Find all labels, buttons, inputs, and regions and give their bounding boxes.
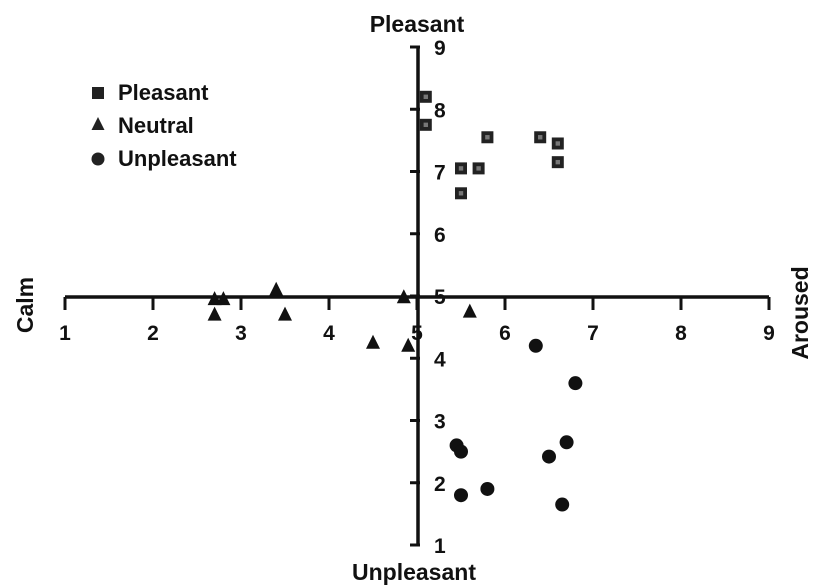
x-tick-label: 7 bbox=[587, 322, 599, 345]
pleasant-point-dot bbox=[555, 159, 560, 165]
x-tick-label: 1 bbox=[59, 322, 71, 345]
x-tick-label: 9 bbox=[763, 322, 775, 345]
pleasant-point-dot bbox=[423, 122, 428, 128]
x-ticks: 1 2 3 4 5 6 7 8 9 bbox=[59, 297, 775, 345]
x-tick-label: 6 bbox=[499, 322, 511, 345]
neutral-point bbox=[207, 306, 222, 321]
neutral-point bbox=[366, 334, 380, 349]
x-axis-title-right: Aroused bbox=[787, 266, 813, 359]
y-tick-label: 2 bbox=[434, 473, 446, 496]
legend-label-pleasant: Pleasant bbox=[118, 80, 209, 105]
unpleasant-point bbox=[454, 444, 468, 459]
legend-square-marker bbox=[92, 87, 104, 99]
unpleasant-point bbox=[528, 338, 543, 353]
legend-item-neutral: Neutral bbox=[91, 113, 194, 138]
pleasant-point-dot bbox=[476, 166, 481, 171]
x-axis-title-left: Calm bbox=[12, 277, 38, 333]
x-tick-label: 5 bbox=[411, 322, 423, 345]
neutral-point bbox=[396, 289, 411, 304]
y-tick-label: 9 bbox=[434, 37, 446, 60]
pleasant-point-dot bbox=[555, 141, 560, 146]
y-tick-label: 6 bbox=[434, 224, 446, 247]
data-points bbox=[207, 90, 583, 512]
unpleasant-point bbox=[454, 488, 468, 503]
unpleasant-point bbox=[542, 449, 556, 464]
neutral-point bbox=[269, 281, 284, 296]
pleasant-point-dot bbox=[423, 94, 428, 99]
pleasant-point-dot bbox=[458, 166, 464, 171]
unpleasant-point bbox=[559, 435, 574, 450]
legend-label-neutral: Neutral bbox=[118, 113, 194, 138]
pleasant-point-dot bbox=[485, 135, 490, 140]
unpleasant-point bbox=[555, 497, 570, 512]
legend-item-pleasant: Pleasant bbox=[92, 80, 209, 105]
y-tick-label: 7 bbox=[434, 162, 446, 185]
y-tick-label: 3 bbox=[434, 411, 446, 434]
series-neutral bbox=[207, 281, 477, 352]
legend-circle-marker bbox=[91, 152, 105, 166]
neutral-point bbox=[207, 291, 222, 306]
unpleasant-point bbox=[480, 481, 495, 496]
neutral-point bbox=[462, 303, 477, 318]
y-tick-label: 5 bbox=[434, 286, 446, 309]
unpleasant-point bbox=[568, 376, 583, 391]
neutral-point bbox=[401, 337, 416, 352]
pleasant-point-dot bbox=[458, 191, 464, 196]
x-tick-label: 8 bbox=[675, 322, 687, 345]
legend-triangle-marker bbox=[91, 117, 105, 130]
legend: Pleasant Neutral Unpleasant bbox=[91, 80, 237, 171]
series-unpleasant bbox=[449, 338, 583, 512]
legend-item-unpleasant: Unpleasant bbox=[91, 146, 237, 171]
legend-label-unpleasant: Unpleasant bbox=[118, 146, 237, 171]
pleasant-point-dot bbox=[538, 135, 543, 140]
y-axis-title-bottom: Unpleasant bbox=[352, 559, 476, 585]
y-axis-title-top: Pleasant bbox=[370, 11, 465, 37]
x-tick-label: 3 bbox=[235, 322, 247, 345]
y-tick-label: 1 bbox=[434, 535, 446, 558]
y-tick-label: 8 bbox=[434, 99, 446, 122]
y-tick-label: 4 bbox=[434, 348, 446, 371]
x-tick-label: 2 bbox=[147, 322, 159, 345]
neutral-point bbox=[216, 291, 231, 306]
x-tick-label: 4 bbox=[323, 322, 335, 345]
series-pleasant bbox=[419, 90, 564, 200]
neutral-point bbox=[278, 306, 292, 321]
